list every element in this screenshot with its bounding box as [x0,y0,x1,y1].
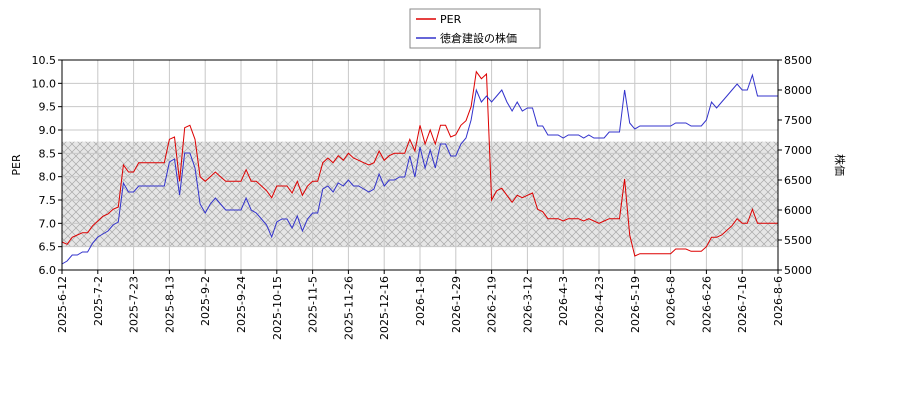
y-tick-label: 6.0 [39,264,57,277]
y-axis-label: PER [10,154,23,176]
x-tick-label: 2025-7-23 [128,276,141,333]
x-tick-label: 2025-11-26 [342,276,355,340]
y-tick-label: 6.5 [39,241,57,254]
y2-axis-label: 株価 [833,154,847,176]
x-tick-label: 2026-4-3 [557,276,570,326]
x-tick-label: 2026-1-8 [414,276,427,326]
x-tick-label: 2026-5-19 [629,276,642,333]
y2-tick-label: 7000 [784,144,812,157]
legend-label: PER [440,13,462,26]
x-tick-label: 2025-6-12 [56,276,69,333]
legend-box [409,8,541,49]
x-tick-label: 2026-8-6 [772,276,785,326]
y2-tick-label: 8000 [784,84,812,97]
x-tick-label: 2025-7-2 [92,276,105,326]
x-tick-label: 2026-3-12 [521,276,534,333]
y2-tick-label: 6500 [784,174,812,187]
y2-tick-label: 8500 [784,54,812,67]
y-tick-label: 9.5 [39,101,57,114]
x-tick-label: 2026-7-16 [736,276,749,333]
y-tick-label: 8.5 [39,147,57,160]
x-tick-label: 2026-6-26 [700,276,713,333]
y-tick-label: 10.0 [32,77,57,90]
data-line [61,70,778,257]
x-tick-label: 2026-1-29 [450,276,463,333]
y-tick-label: 7.0 [39,217,57,230]
y-tick-label: 9.0 [39,124,57,137]
plot-border [61,59,779,271]
y-tick-label: 10.5 [32,54,57,67]
y-tick-label: 7.5 [39,194,57,207]
x-tick-label: 2025-9-2 [199,276,212,326]
y2-tick-label: 7500 [784,114,812,127]
x-tick-label: 2025-10-15 [271,276,284,340]
y2-tick-label: 5500 [784,234,812,247]
y-tick-label: 8.0 [39,171,57,184]
x-tick-label: 2026-2-19 [486,276,499,333]
x-tick-label: 2025-8-13 [163,276,176,333]
y2-tick-label: 5000 [784,264,812,277]
data-line [61,73,778,265]
x-tick-label: 2025-11-5 [307,276,320,333]
x-tick-label: 2025-12-16 [378,276,391,340]
legend-label: 徳倉建設の株価 [440,31,517,45]
x-tick-label: 2026-6-8 [665,276,678,326]
y2-tick-label: 6000 [784,204,812,217]
x-tick-label: 2025-9-24 [235,276,248,333]
x-tick-label: 2026-4-23 [593,276,606,333]
